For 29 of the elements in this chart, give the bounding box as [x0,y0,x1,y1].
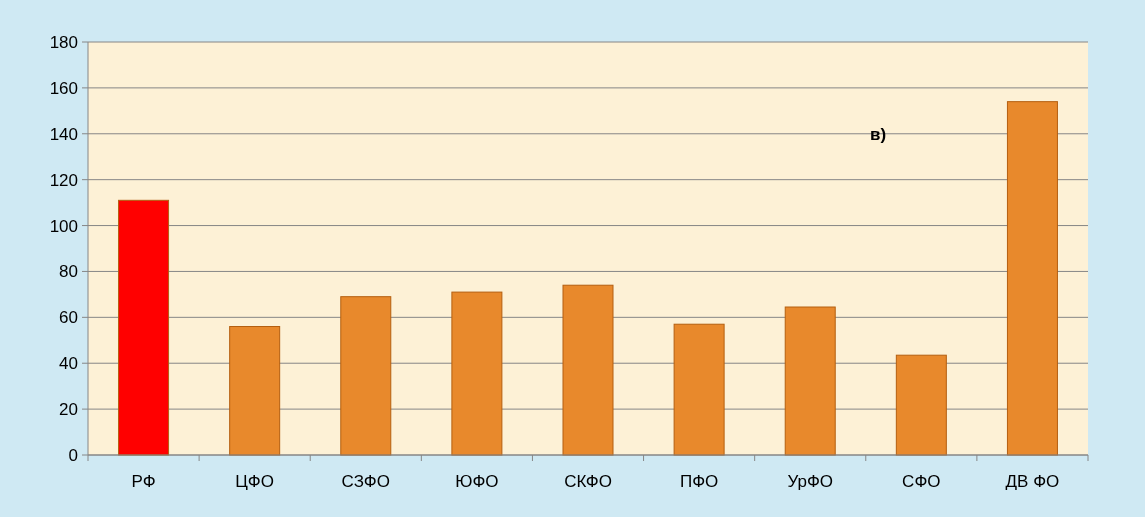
bar [451,291,503,456]
x-tick-label: ДВ ФО [1005,472,1060,491]
x-tick-label: УрФО [787,472,834,491]
y-tick-label: 140 [49,124,78,144]
x-tick-label: ПФО [679,472,719,491]
annotation: в) [870,125,887,144]
y-tick-label: 120 [49,170,78,190]
y-tick-label: 160 [49,78,78,98]
y-tick-label: 100 [49,216,78,236]
y-tick-label: 40 [59,354,78,374]
x-tick-label: СЗФО [341,472,390,491]
bar [895,354,947,456]
y-tick-label: 80 [59,262,78,282]
bar [229,326,281,456]
bar [562,284,614,456]
x-tick-label: ЮФО [455,472,499,491]
y-tick-label: 0 [68,445,78,465]
y-tick-label: 180 [49,32,78,52]
y-tick-label: 20 [59,400,78,420]
bar [1006,101,1058,456]
bar [673,323,725,456]
bar [784,306,836,456]
bar [340,296,392,456]
x-tick-label: СФО [902,472,941,491]
y-tick-label: 60 [59,308,78,328]
x-tick-label: СКФО [564,472,612,491]
x-tick-label: ЦФО [235,472,275,491]
x-tick-label: РФ [131,472,156,491]
bar [118,199,170,456]
